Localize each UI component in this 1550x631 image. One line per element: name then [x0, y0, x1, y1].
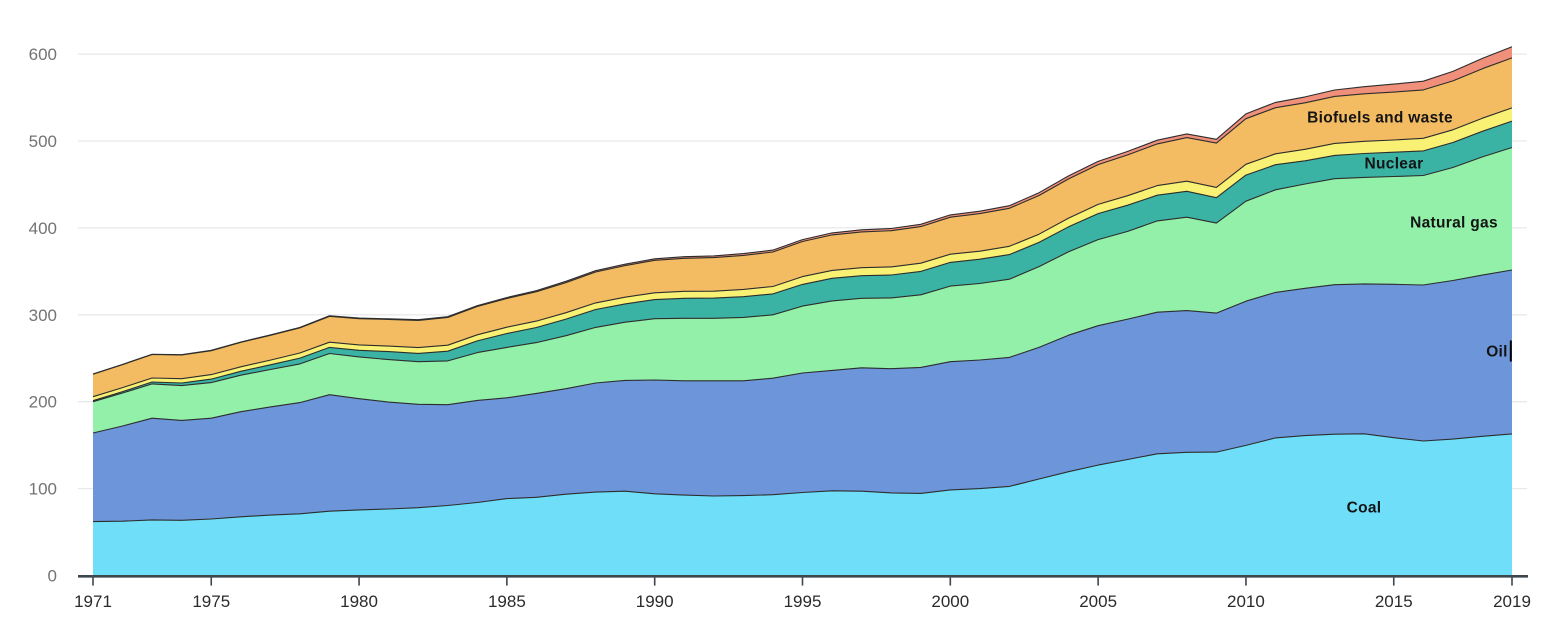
x-axis-label-1985: 1985: [488, 592, 526, 611]
area-coal[interactable]: [93, 433, 1512, 576]
x-axis-label-2015: 2015: [1375, 592, 1413, 611]
area-outline-coal: [92, 433, 1513, 523]
x-axis-label-2000: 2000: [931, 592, 969, 611]
x-axis-label-1995: 1995: [784, 592, 822, 611]
y-axis-label-400: 400: [29, 219, 57, 238]
area-outline-oil: [92, 269, 1513, 434]
text-cursor: [1509, 340, 1512, 362]
area-natural-gas[interactable]: [93, 147, 1512, 434]
area-outline-nuclear: [92, 120, 1513, 402]
area-yellow-band[interactable]: [93, 107, 1512, 401]
area-outline-yellow-band: [92, 107, 1513, 398]
area-label-nuclear[interactable]: Nuclear: [1365, 156, 1424, 173]
x-axis-label-1990: 1990: [636, 592, 674, 611]
band-labels: Biofuels and waste Nuclear Natural gas Oil C…: [1307, 110, 1512, 517]
area-outline-natural-gas: [92, 146, 1513, 403]
area-label-biofuels-and-waste[interactable]: Biofuels and waste: [1307, 110, 1453, 127]
area-outline-coral-band: [92, 46, 1513, 375]
x-axis-label-2019: 2019: [1493, 592, 1531, 611]
y-axis-label-300: 300: [29, 306, 57, 325]
x-axis-label-1980: 1980: [340, 592, 378, 611]
area-label-oil[interactable]: Oil: [1486, 344, 1508, 361]
y-axis-label-0: 0: [48, 567, 57, 586]
y-axis-label-500: 500: [29, 132, 57, 151]
area-oil[interactable]: [93, 270, 1512, 522]
area-outlines: [92, 46, 1513, 523]
x-axis-label-1971: 1971: [74, 592, 112, 611]
x-axis-label-2010: 2010: [1227, 592, 1265, 611]
area-label-natural-gas[interactable]: Natural gas: [1410, 215, 1498, 232]
y-axis: 0 100 200 300 400 500 600: [29, 45, 57, 585]
x-axis-label-2005: 2005: [1079, 592, 1117, 611]
y-axis-label-600: 600: [29, 45, 57, 64]
area-biofuels-and-waste[interactable]: [93, 57, 1512, 397]
area-nuclear[interactable]: [93, 121, 1512, 402]
x-axis-label-1975: 1975: [192, 592, 230, 611]
y-axis-label-100: 100: [29, 480, 57, 499]
area-bands: [93, 46, 1512, 576]
area-label-coal[interactable]: Coal: [1347, 500, 1382, 517]
y-axis-label-200: 200: [29, 393, 57, 412]
x-axis: 1971 1975 1980 1985 1990 1995 2000 2005 2010 2015…: [74, 574, 1531, 611]
